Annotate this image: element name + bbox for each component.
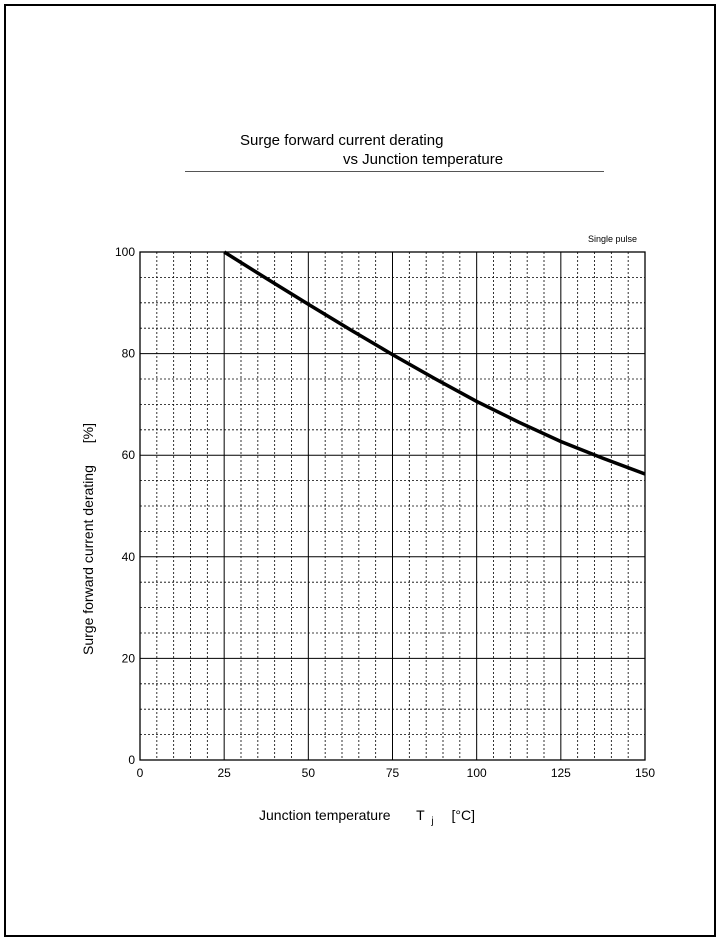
- y-tick-label: 60: [122, 448, 136, 462]
- x-axis-label-text: Junction temperature: [259, 807, 391, 823]
- x-axis-label: Junction temperature T j [°C]: [259, 807, 475, 827]
- x-axis-label-subscript: j: [430, 816, 433, 827]
- y-axis-label: Surge forward current derating [%]: [80, 423, 96, 655]
- x-tick-labels: 0 25 50 75 100 125 150: [137, 766, 656, 780]
- x-tick-label: 150: [635, 766, 655, 780]
- plot-border: [139, 251, 646, 761]
- x-tick-label: 125: [551, 766, 571, 780]
- series-line-0: [223, 250, 646, 476]
- annotation-single-pulse: Single pulse: [588, 234, 637, 244]
- y-tick-label: 80: [122, 347, 136, 361]
- x-tick-label: 50: [302, 766, 316, 780]
- title-underline: [185, 171, 604, 172]
- x-tick-label: 25: [217, 766, 231, 780]
- y-axis-label-text: Surge forward current derating: [80, 465, 96, 655]
- y-tick-labels: 0 20 40 60 80 100: [115, 245, 135, 767]
- y-tick-label: 100: [115, 245, 135, 259]
- page-frame: [4, 4, 716, 937]
- x-axis-label-symbol: T: [416, 807, 425, 823]
- y-tick-label: 40: [122, 550, 136, 564]
- chart-title-line-1: Surge forward current derating: [240, 132, 444, 149]
- grid: [139, 251, 646, 761]
- y-tick-label: 0: [128, 753, 135, 767]
- y-axis-label-unit: [%]: [80, 423, 96, 443]
- y-tick-label: 20: [122, 651, 136, 665]
- chart-title-line-2: vs Junction temperature: [343, 151, 504, 168]
- x-axis-label-unit: [°C]: [452, 807, 476, 823]
- x-tick-label: 0: [137, 766, 144, 780]
- x-tick-label: 75: [386, 766, 400, 780]
- x-tick-label: 100: [467, 766, 487, 780]
